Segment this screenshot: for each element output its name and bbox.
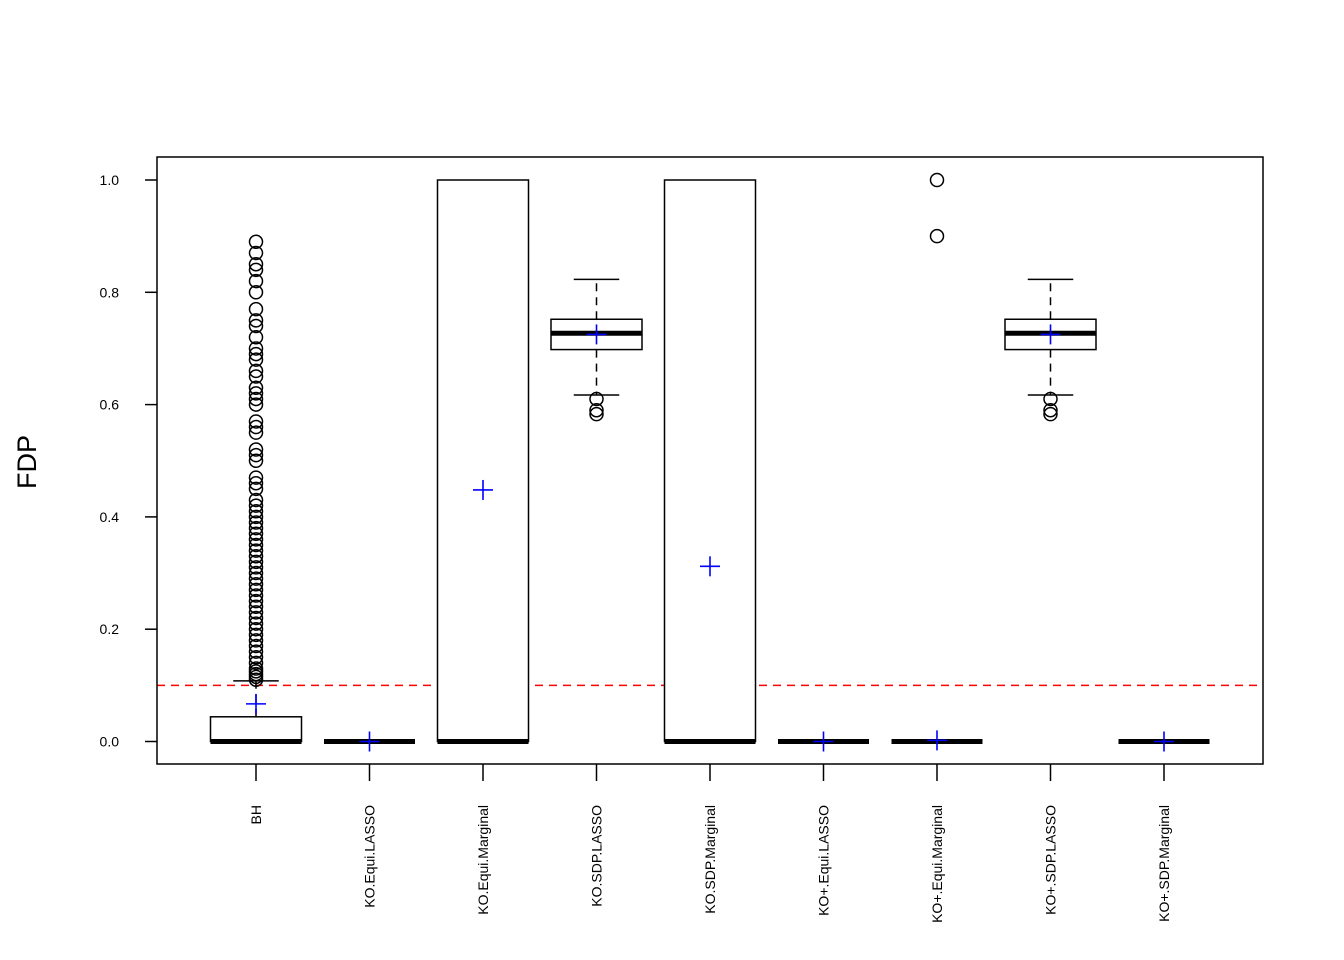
outlier-point bbox=[929, 172, 945, 188]
outlier-point bbox=[248, 633, 264, 648]
outlier-point bbox=[248, 655, 264, 671]
outlier-point bbox=[248, 610, 264, 626]
outlier-point bbox=[248, 318, 264, 334]
outlier-point bbox=[248, 301, 264, 317]
outlier-point bbox=[248, 352, 264, 367]
y-tick-label: 0.6 bbox=[100, 397, 120, 413]
outlier-point bbox=[589, 406, 604, 422]
y-tick-label: 0.2 bbox=[100, 621, 120, 637]
box bbox=[663, 179, 757, 743]
y-tick-label: 1.0 bbox=[100, 172, 120, 188]
outlier-point bbox=[248, 627, 264, 643]
outlier-point bbox=[248, 616, 264, 631]
outlier-point bbox=[248, 313, 264, 328]
outlier-point bbox=[248, 582, 264, 598]
outlier-point bbox=[1043, 406, 1058, 422]
outlier-point bbox=[248, 369, 264, 384]
outlier-point bbox=[248, 577, 264, 592]
outlier-point bbox=[248, 475, 264, 491]
outlier-point bbox=[248, 425, 264, 440]
outlier-point bbox=[248, 621, 264, 637]
outlier-point bbox=[248, 397, 264, 412]
outlier-point bbox=[248, 447, 264, 463]
x-tick-label: KO+.Equi.Marginal bbox=[929, 805, 945, 923]
outlier-point bbox=[248, 391, 264, 407]
outlier-point bbox=[248, 481, 264, 497]
outlier-point bbox=[248, 661, 264, 676]
outlier-point bbox=[248, 245, 264, 261]
outlier-point bbox=[248, 234, 264, 250]
outlier-point bbox=[248, 520, 264, 536]
x-tick-label: KO.Equi.Marginal bbox=[475, 805, 491, 915]
outlier-point bbox=[248, 515, 264, 530]
outlier-point bbox=[248, 565, 264, 581]
outlier-point bbox=[248, 605, 264, 620]
outlier-point bbox=[248, 644, 264, 659]
outlier-point bbox=[248, 346, 264, 362]
outlier-point bbox=[248, 470, 264, 485]
y-tick-label: 0.4 bbox=[100, 509, 120, 525]
outlier-point bbox=[248, 419, 264, 435]
outlier-point bbox=[248, 453, 264, 468]
outlier-point bbox=[248, 650, 264, 665]
x-tick-label: BH bbox=[248, 805, 264, 824]
outlier-point bbox=[248, 329, 264, 345]
outlier-point bbox=[248, 560, 264, 575]
outlier-point bbox=[248, 532, 264, 547]
outlier-point bbox=[248, 548, 264, 564]
outlier-point bbox=[248, 363, 264, 379]
outlier-point bbox=[248, 638, 264, 654]
plot-area: 0.0 0.2 0.4 0.6 0.8 1.0 BH KO.Equi.LASSO KO.Equi… bbox=[100, 156, 1264, 923]
x-tick-label: KO+.SDP.LASSO bbox=[1043, 805, 1059, 915]
outlier-point bbox=[1043, 391, 1058, 407]
y-tick-label: 0.0 bbox=[100, 734, 120, 750]
outlier-point bbox=[248, 498, 264, 513]
x-tick-label: KO+.SDP.Marginal bbox=[1156, 805, 1172, 922]
outlier-point bbox=[248, 599, 264, 614]
outlier-point bbox=[248, 543, 264, 558]
outlier-point bbox=[248, 414, 264, 429]
outlier-point bbox=[248, 593, 264, 609]
x-tick-label: KO.SDP.Marginal bbox=[702, 805, 718, 914]
x-tick-label: KO.Equi.LASSO bbox=[362, 805, 378, 908]
outlier-point bbox=[248, 526, 264, 541]
outlier-point bbox=[248, 504, 264, 519]
y-axis-label: FDP bbox=[12, 435, 42, 489]
box bbox=[209, 716, 303, 743]
outlier-point bbox=[589, 391, 604, 407]
outlier-point bbox=[248, 256, 264, 272]
outlier-point bbox=[248, 262, 264, 278]
y-tick-label: 0.8 bbox=[100, 284, 120, 300]
outlier-point bbox=[248, 571, 264, 586]
outlier-point bbox=[248, 509, 264, 525]
outlier-point bbox=[248, 442, 264, 457]
outlier-point bbox=[248, 386, 264, 401]
outlier-point bbox=[248, 537, 264, 553]
outlier-point bbox=[248, 554, 264, 570]
outlier-point bbox=[589, 402, 604, 418]
box bbox=[436, 179, 530, 743]
outlier-point bbox=[248, 380, 264, 396]
x-tick-label: KO+.Equi.LASSO bbox=[816, 805, 832, 916]
outlier-point bbox=[248, 588, 264, 603]
outlier-point bbox=[248, 273, 264, 289]
outlier-point bbox=[248, 492, 264, 508]
outlier-point bbox=[248, 285, 264, 300]
outlier-point bbox=[929, 228, 945, 244]
outlier-point bbox=[248, 341, 264, 356]
outlier-point bbox=[1043, 402, 1058, 418]
x-tick-label: KO.SDP.LASSO bbox=[589, 805, 605, 907]
